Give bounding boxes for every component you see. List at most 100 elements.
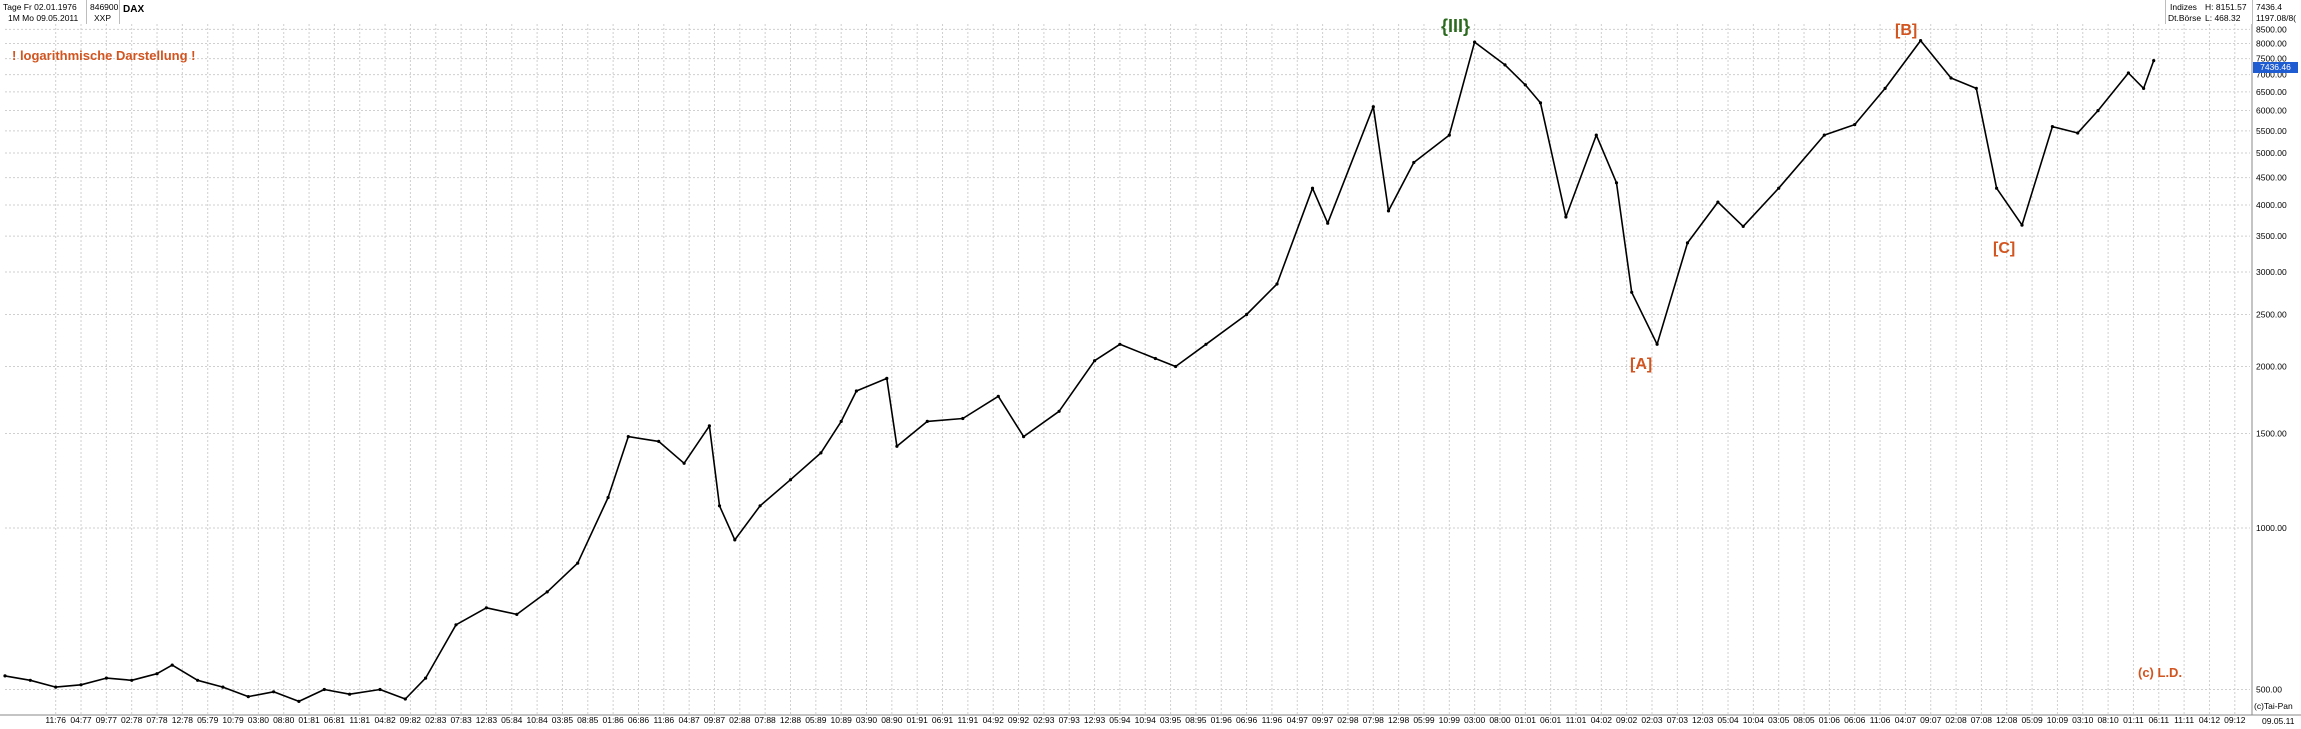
y-tick-label: 7500.00	[2256, 54, 2287, 64]
data-point	[1447, 133, 1451, 137]
x-tick-label: 08:85	[577, 715, 599, 725]
x-tick-label: 06:81	[324, 715, 346, 725]
x-tick-label: 10:94	[1135, 715, 1157, 725]
data-point	[1655, 342, 1659, 346]
x-tick-label: 07:88	[755, 715, 777, 725]
header-divider	[119, 0, 120, 24]
data-point	[196, 678, 200, 682]
data-point	[895, 444, 899, 448]
data-point	[682, 461, 686, 465]
x-tick-label: 05:99	[1413, 715, 1435, 725]
x-tick-label: 09:97	[1312, 715, 1334, 725]
x-tick-label: 03:85	[552, 715, 574, 725]
data-point	[1741, 224, 1745, 228]
header-divider	[2252, 0, 2253, 24]
header-divider	[2165, 0, 2166, 24]
data-point	[1326, 221, 1330, 225]
data-point	[424, 676, 428, 680]
wave-iii-label: {III}	[1441, 16, 1471, 36]
data-point	[925, 419, 929, 423]
data-point	[1716, 200, 1720, 204]
x-tick-label: 10:04	[1743, 715, 1765, 725]
data-point	[996, 394, 1000, 398]
data-point	[54, 685, 58, 689]
last-price-marker: 7436.46	[2253, 62, 2298, 73]
data-point	[1614, 181, 1619, 185]
data-point	[378, 687, 382, 692]
x-tick-label: 04:87	[679, 715, 701, 725]
x-tick-label: 03:10	[2072, 715, 2094, 725]
y-tick-label: 2000.00	[2256, 361, 2287, 371]
x-tick-label: 10:89	[831, 715, 853, 725]
x-tick-label: 07:83	[450, 715, 472, 725]
x-tick-label: 06:01	[1540, 715, 1562, 725]
last-extra: 1197.08/8(	[2256, 13, 2297, 23]
x-tick-label: 03:05	[1768, 715, 1790, 725]
x-tick-label: 12:83	[476, 715, 498, 725]
wave-a-label: [A]	[1630, 356, 1653, 373]
source-label: (c)Tai-Pan	[2254, 701, 2293, 711]
x-tick-label: 09:02	[1616, 715, 1638, 725]
x-tick-label: 05:09	[2021, 715, 2043, 725]
data-point	[733, 538, 737, 542]
current-date-label: 09.05.11	[2262, 716, 2295, 726]
time-axis: 11:76 04:77 09:77 02:78 07:78 12:78 05:79 10:79…	[45, 715, 2245, 725]
y-tick-label: 8500.00	[2256, 24, 2287, 34]
x-tick-label: 09:92	[1008, 715, 1030, 725]
data-point	[1153, 356, 1157, 361]
dax-series-line	[4, 39, 2155, 703]
x-tick-label: 06:96	[1236, 715, 1258, 725]
data-point	[2050, 125, 2054, 129]
data-point	[1386, 209, 1391, 213]
exchange-name: Dt.Börse	[2168, 13, 2202, 23]
group-label: Indizes	[2170, 2, 2197, 12]
x-tick-label: 11:86	[653, 715, 674, 725]
data-point	[2152, 59, 2156, 63]
x-tick-label: 07:03	[1667, 715, 1689, 725]
y-tick-label: 5500.00	[2256, 126, 2287, 136]
data-point	[1594, 133, 1598, 137]
data-point	[854, 389, 859, 393]
x-tick-label: 05:04	[1717, 715, 1739, 725]
x-tick-label: 02:83	[425, 715, 447, 725]
x-tick-label: 08:95	[1185, 715, 1207, 725]
x-tick-label: 07:78	[146, 715, 168, 725]
y-tick-label: 4500.00	[2256, 173, 2287, 183]
data-point	[403, 697, 407, 701]
data-point	[657, 439, 661, 443]
y-tick-label: 5000.00	[2256, 148, 2287, 158]
y-tick-label: 3500.00	[2256, 231, 2287, 241]
data-point	[1822, 133, 1826, 137]
x-tick-label: 12:08	[1996, 715, 2018, 725]
x-tick-label: 01:01	[1515, 715, 1537, 725]
x-tick-label: 07:98	[1363, 715, 1385, 725]
y-tick-label: 7000.00	[2256, 70, 2287, 80]
data-point	[1093, 359, 1097, 363]
x-tick-label: 03:80	[248, 715, 270, 725]
x-tick-label: 08:80	[273, 715, 295, 725]
data-point	[2142, 86, 2146, 90]
x-tick-label: 01:91	[907, 715, 929, 725]
data-point	[1538, 101, 1543, 105]
x-tick-label: 08:05	[1793, 715, 1815, 725]
date-range-start: Tage Fr 02.01.1976	[3, 2, 77, 12]
x-tick-label: 05:79	[197, 715, 219, 725]
x-tick-label: 11:91	[958, 715, 979, 725]
data-point	[545, 590, 549, 594]
data-point	[1310, 186, 1315, 190]
y-tick-label: 500.00	[2256, 684, 2282, 694]
data-point	[1853, 123, 1857, 127]
dax-chart[interactable]: 500.00 1000.00 1500.00 2000.00 2500.00 3000.0…	[0, 24, 2301, 729]
x-tick-label: 08:10	[2097, 715, 2119, 725]
y-tick-label: 6000.00	[2256, 106, 2287, 116]
data-point	[454, 623, 458, 627]
x-tick-label: 04:12	[2199, 715, 2221, 725]
x-tick-label: 06:11	[2148, 715, 2169, 725]
chart-header: Tage Fr 02.01.1976 1M Mo 09.05.2011 8469…	[0, 0, 2301, 25]
data-point	[484, 606, 488, 610]
wave-b-label: [B]	[1895, 22, 1918, 39]
data-point	[1949, 76, 1953, 80]
date-range-end: 1M Mo 09.05.2011	[8, 13, 79, 23]
x-tick-label: 04:97	[1287, 715, 1309, 725]
data-point	[788, 478, 793, 482]
